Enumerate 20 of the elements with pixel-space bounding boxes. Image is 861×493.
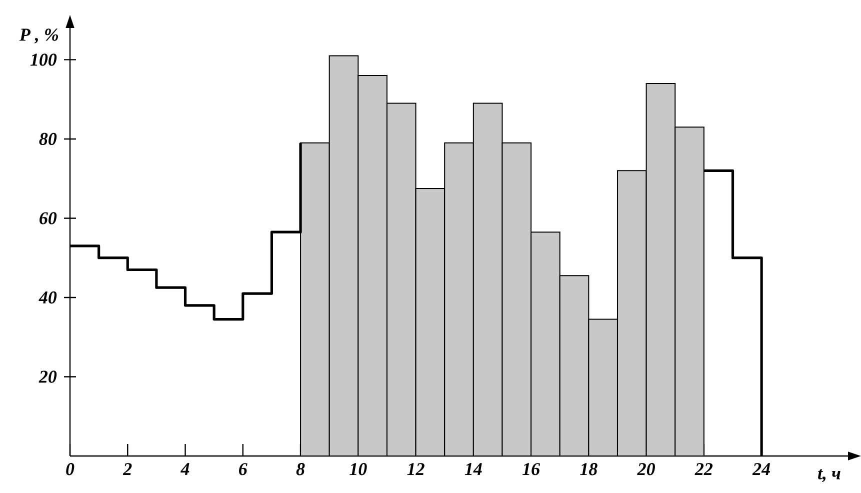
x-tick-label: 16 <box>522 463 540 476</box>
x-tick-label: 24 <box>752 463 770 475</box>
x-tick-label: 0 <box>66 463 74 476</box>
x-tick-label: 6 <box>239 463 248 476</box>
x-tick-label: 8 <box>296 463 305 476</box>
x-tick-label: 4 <box>180 463 190 475</box>
x-tick-label: 2 <box>122 463 132 475</box>
y-tick-label: 20 <box>38 370 57 383</box>
x-tick-label: 20 <box>637 463 655 476</box>
x-axis-title: t, ч <box>818 469 840 482</box>
y-tick-label: 100 <box>30 54 57 66</box>
x-tick-label: 14 <box>464 463 482 475</box>
y-tick-label: 80 <box>39 132 57 146</box>
x-tick-label: 10 <box>350 463 367 476</box>
y-axis-title: P , % <box>19 28 58 44</box>
y-tick-label: 40 <box>38 291 57 304</box>
x-tick-label: 22 <box>694 463 713 475</box>
x-tick-label: 12 <box>407 463 424 475</box>
x-tick-label: 18 <box>580 463 598 476</box>
y-tick-label: 60 <box>40 212 57 224</box>
